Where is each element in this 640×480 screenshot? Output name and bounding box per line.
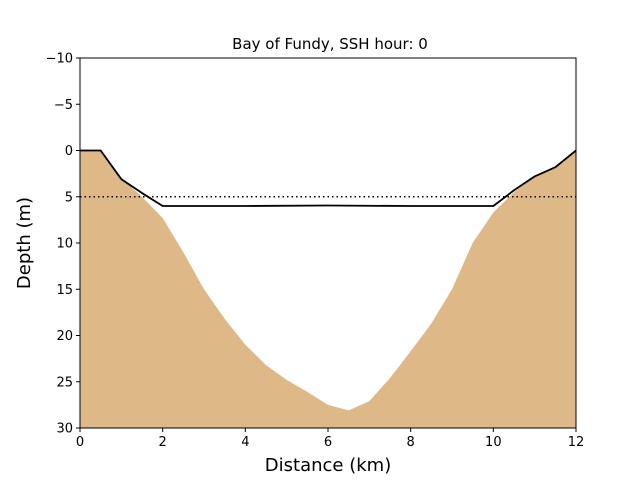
plot-frame [79, 57, 577, 429]
x-tick-label: 8 [407, 435, 415, 450]
plot-area [80, 149, 577, 428]
y-tick-label: 25 [56, 375, 73, 390]
y-tick-label: 20 [56, 329, 73, 344]
y-tick-label: 15 [56, 283, 73, 298]
x-tick-label: 2 [159, 435, 167, 450]
x-axis-label: Distance (km) [265, 455, 391, 476]
y-axis-label: Depth (m) [14, 197, 35, 289]
y-tick-label: −10 [46, 52, 73, 67]
y-tick-label: 0 [65, 144, 73, 159]
y-tick-label: 10 [56, 237, 73, 252]
x-tick-label: 12 [568, 435, 585, 450]
x-axis-ticks: 0 2 4 6 8 10 12 [76, 428, 584, 450]
sea-surface-line [80, 149, 577, 207]
y-tick-label: 30 [56, 422, 73, 437]
y-axis-ticks: −10 −5 0 5 10 15 20 25 30 [46, 52, 80, 437]
seabed-area [80, 150, 576, 428]
x-tick-label: 0 [76, 435, 84, 450]
x-tick-label: 6 [324, 435, 332, 450]
y-tick-label: 5 [65, 190, 73, 205]
chart-title: Bay of Fundy, SSH hour: 0 [232, 35, 428, 53]
y-tick-label: −5 [54, 98, 73, 113]
x-tick-label: 10 [485, 435, 502, 450]
x-tick-label: 4 [241, 435, 249, 450]
